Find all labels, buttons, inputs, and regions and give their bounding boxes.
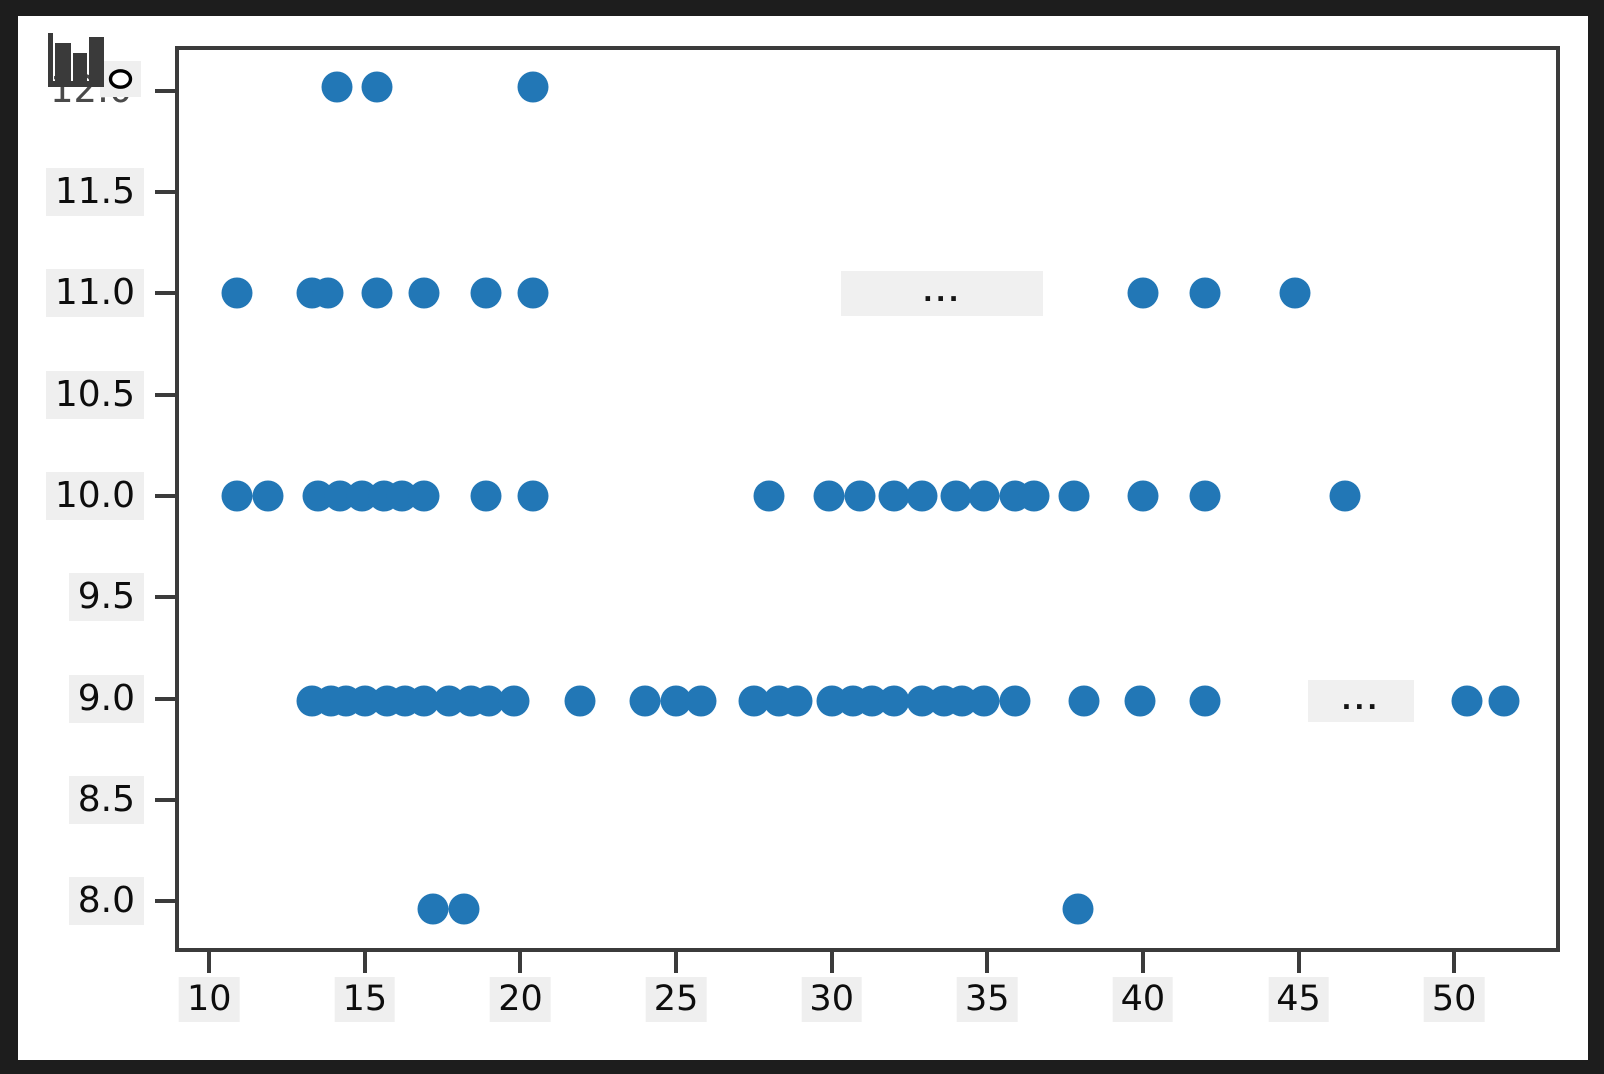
scatter-point	[1488, 685, 1520, 717]
x-tick-mark	[674, 952, 679, 973]
x-tick-label: 15	[334, 977, 396, 1022]
y-tick-label: 8.5	[68, 775, 144, 824]
y-tick-mark	[155, 493, 175, 498]
y-tick-label: 10.5	[45, 370, 144, 419]
y-tick-label: 11.0	[45, 269, 144, 318]
scatter-point	[1279, 277, 1311, 309]
scatter-point	[906, 480, 938, 512]
x-tick-mark	[1140, 952, 1145, 973]
bar-chart-icon[interactable]	[46, 30, 106, 88]
y-tick-mark	[155, 797, 175, 802]
scatter-point	[361, 71, 393, 103]
y-tick-mark	[155, 189, 175, 194]
scatter-point	[968, 685, 1000, 717]
scatter-point	[1127, 480, 1159, 512]
scatter-point	[408, 480, 440, 512]
scatter-point	[1124, 685, 1156, 717]
scatter-point	[564, 685, 596, 717]
scatter-point	[1189, 480, 1221, 512]
x-tick-mark	[518, 952, 523, 973]
scatter-point	[321, 71, 353, 103]
x-tick-mark	[362, 952, 367, 973]
x-tick-mark	[1296, 952, 1301, 973]
marker-highlight-box	[100, 61, 141, 97]
scatter-point	[1127, 277, 1159, 309]
scatter-point	[517, 277, 549, 309]
scatter-point	[813, 480, 845, 512]
scatter-point	[221, 480, 253, 512]
circle-marker-icon	[108, 69, 133, 89]
y-tick-label: 8.0	[68, 877, 144, 926]
scatter-point	[1058, 480, 1090, 512]
y-tick-label: 9.5	[68, 573, 144, 622]
y-tick-label: 10.0	[45, 471, 144, 520]
x-tick-label: 40	[1112, 977, 1174, 1022]
scatter-point	[1018, 480, 1050, 512]
scatter-point	[361, 277, 393, 309]
x-tick-mark	[1452, 952, 1457, 973]
y-tick-mark	[155, 88, 175, 93]
scatter-point	[1068, 685, 1100, 717]
ellipsis-overlay: ...	[841, 270, 1044, 316]
y-tick-mark	[155, 899, 175, 904]
scatter-point	[470, 277, 502, 309]
scatter-point	[629, 685, 661, 717]
scatter-point	[221, 277, 253, 309]
scatter-point	[498, 685, 530, 717]
x-tick-label: 50	[1423, 977, 1485, 1022]
scatter-point	[1062, 893, 1094, 925]
scatter-point	[470, 480, 502, 512]
scatter-point	[968, 480, 1000, 512]
scatter-point	[940, 480, 972, 512]
y-tick-label: 9.0	[68, 674, 144, 723]
scatter-point	[408, 277, 440, 309]
y-tick-mark	[155, 696, 175, 701]
scatter-point	[878, 480, 910, 512]
scatter-point	[1189, 685, 1221, 717]
scatter-point	[417, 893, 449, 925]
x-tick-mark	[829, 952, 834, 973]
scatter-point	[753, 480, 785, 512]
y-tick-mark	[155, 291, 175, 296]
scatter-point	[1189, 277, 1221, 309]
scatter-point	[844, 480, 876, 512]
x-tick-label: 25	[645, 977, 707, 1022]
scatter-point	[517, 480, 549, 512]
x-tick-label: 45	[1268, 977, 1329, 1022]
y-tick-label: 11.5	[45, 167, 144, 216]
scatter-point	[312, 277, 343, 309]
scatter-point	[781, 685, 813, 717]
scatter-point	[517, 71, 549, 103]
ellipsis-overlay: ...	[1307, 679, 1414, 722]
scatter-point	[252, 480, 284, 512]
x-tick-label: 10	[178, 977, 240, 1022]
y-tick-mark	[155, 595, 175, 600]
scatter-point	[999, 685, 1031, 717]
y-tick-mark	[155, 392, 175, 397]
x-tick-label: 35	[957, 977, 1018, 1022]
scatter-point	[1329, 480, 1361, 512]
x-tick-mark	[207, 952, 212, 973]
scatter-point	[685, 685, 717, 717]
x-tick-label: 30	[801, 977, 862, 1022]
x-tick-mark	[985, 952, 990, 973]
scatter-point	[878, 685, 910, 717]
scatter-point	[1451, 685, 1483, 717]
scatter-point	[448, 893, 480, 925]
x-tick-label: 20	[490, 977, 551, 1022]
